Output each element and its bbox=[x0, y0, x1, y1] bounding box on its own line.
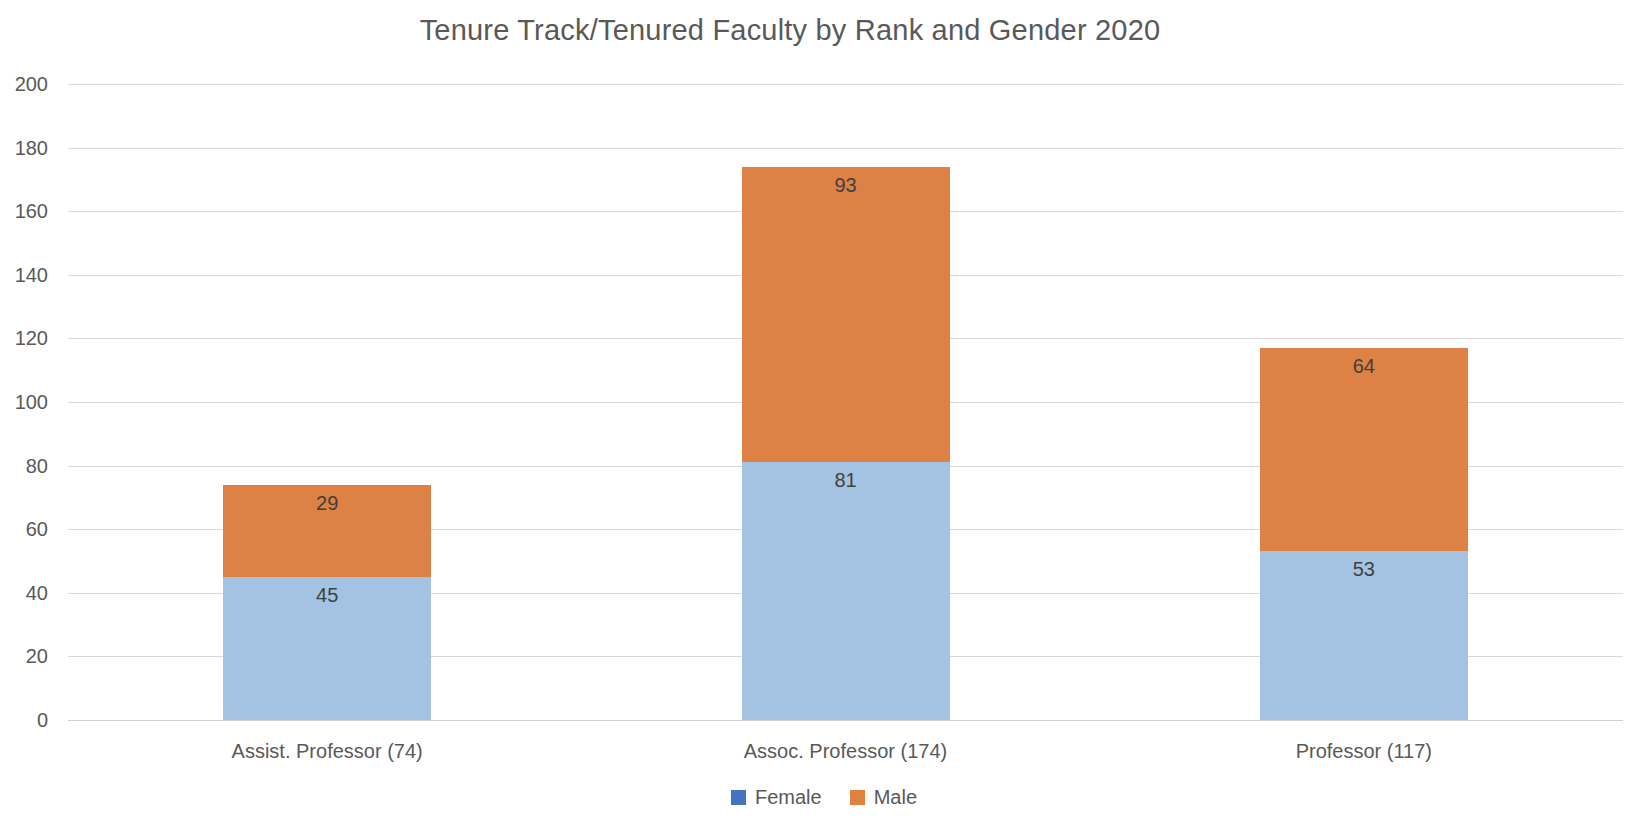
y-axis-tick-label: 120 bbox=[0, 327, 48, 350]
bar-segment-female: 45 bbox=[223, 577, 431, 720]
legend-item-male: Male bbox=[850, 786, 917, 809]
bar-value-label: 81 bbox=[742, 469, 950, 492]
legend-label: Female bbox=[755, 786, 822, 809]
bar-value-label: 29 bbox=[223, 492, 431, 515]
y-axis-tick-label: 160 bbox=[0, 200, 48, 223]
y-axis-tick-label: 100 bbox=[0, 391, 48, 414]
x-axis-category-label: Assoc. Professor (174) bbox=[586, 740, 1104, 763]
y-axis-tick-label: 200 bbox=[0, 73, 48, 96]
legend-swatch-icon bbox=[731, 790, 746, 805]
bar-segment-male: 29 bbox=[223, 485, 431, 577]
chart-title: Tenure Track/Tenured Faculty by Rank and… bbox=[0, 14, 1580, 47]
y-axis-tick-label: 0 bbox=[0, 709, 48, 732]
bar-value-label: 93 bbox=[742, 174, 950, 197]
y-axis-tick-label: 80 bbox=[0, 454, 48, 477]
bar-value-label: 45 bbox=[223, 584, 431, 607]
plot-area: 45 29 81 93 53 64 bbox=[68, 84, 1623, 720]
legend: Female Male bbox=[0, 786, 1648, 809]
bar-segment-female: 81 bbox=[742, 462, 950, 720]
y-axis-tick-label: 180 bbox=[0, 136, 48, 159]
x-axis-baseline bbox=[68, 720, 1623, 721]
x-axis-category-label: Professor (117) bbox=[1105, 740, 1623, 763]
gridline bbox=[68, 148, 1623, 149]
x-axis-category-label: Assist. Professor (74) bbox=[68, 740, 586, 763]
bar-segment-male: 64 bbox=[1260, 348, 1468, 552]
bar-segment-male: 93 bbox=[742, 167, 950, 463]
bar-value-label: 53 bbox=[1260, 558, 1468, 581]
legend-item-female: Female bbox=[731, 786, 822, 809]
y-axis-tick-label: 60 bbox=[0, 518, 48, 541]
legend-label: Male bbox=[874, 786, 917, 809]
chart: Tenure Track/Tenured Faculty by Rank and… bbox=[0, 0, 1648, 832]
bar-value-label: 64 bbox=[1260, 355, 1468, 378]
bar-segment-female: 53 bbox=[1260, 551, 1468, 720]
legend-swatch-icon bbox=[850, 790, 865, 805]
y-axis-tick-label: 20 bbox=[0, 645, 48, 668]
y-axis-tick-label: 140 bbox=[0, 263, 48, 286]
y-axis-tick-label: 40 bbox=[0, 581, 48, 604]
gridline bbox=[68, 84, 1623, 85]
